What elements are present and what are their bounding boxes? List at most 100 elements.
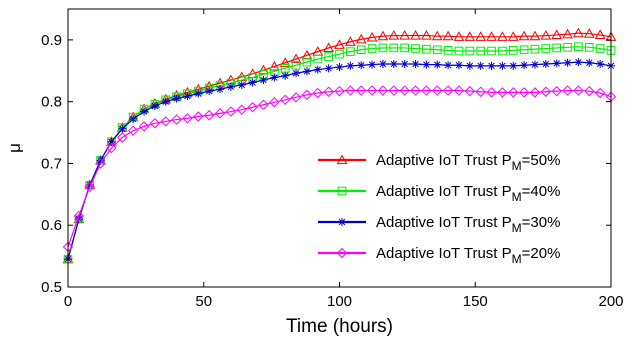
data-point — [214, 108, 226, 119]
data-point — [595, 44, 605, 53]
data-point — [290, 92, 302, 103]
data-point — [357, 61, 366, 70]
data-point — [454, 46, 464, 56]
data-point — [313, 54, 323, 64]
legend-marker — [337, 186, 347, 196]
data-point — [171, 114, 182, 125]
data-point — [301, 89, 313, 101]
data-point — [583, 28, 595, 38]
data-point — [421, 30, 432, 40]
data-point — [73, 210, 85, 222]
data-point — [400, 43, 409, 53]
data-point — [594, 87, 606, 99]
y-tick-label: 0.7 — [41, 155, 62, 172]
data-point — [551, 29, 563, 40]
x-tick-label: 50 — [195, 293, 212, 310]
data-point — [345, 85, 356, 96]
data-point — [411, 59, 420, 69]
legend-marker — [337, 217, 347, 227]
data-point — [498, 46, 507, 56]
data-point — [378, 59, 387, 69]
data-point — [573, 27, 584, 38]
x-axis-label: Time (hours) — [286, 316, 393, 337]
data-point — [399, 85, 410, 96]
data-point — [584, 85, 595, 97]
data-point — [335, 49, 344, 59]
data-point — [346, 61, 355, 70]
data-point — [312, 87, 323, 99]
data-point — [486, 87, 497, 98]
data-point — [422, 44, 431, 54]
data-point — [172, 94, 181, 103]
data-point — [520, 61, 529, 70]
data-point — [433, 60, 442, 69]
data-point — [247, 102, 258, 113]
legend-box — [318, 146, 606, 276]
data-point — [366, 31, 378, 42]
data-point — [377, 85, 389, 96]
data-point — [248, 78, 257, 87]
data-point — [183, 92, 192, 101]
data-point — [475, 86, 486, 97]
x-tick-label: 0 — [64, 293, 72, 310]
data-point — [368, 60, 377, 69]
data-point — [442, 30, 454, 41]
data-point — [356, 45, 366, 55]
data-point — [540, 86, 552, 97]
legend-entry: Adaptive IoT Trust PM=50% — [318, 152, 560, 173]
data-point — [562, 85, 573, 96]
data-point — [530, 44, 540, 54]
data-point — [487, 61, 496, 70]
data-point — [584, 42, 594, 52]
data-point — [410, 30, 421, 40]
data-point — [476, 61, 485, 70]
data-point — [259, 75, 268, 85]
data-point — [529, 30, 541, 41]
data-point — [302, 57, 312, 67]
data-point — [117, 132, 128, 143]
data-point — [149, 118, 161, 129]
data-point — [194, 89, 203, 98]
data-point — [335, 63, 344, 72]
data-point — [323, 86, 334, 97]
data-point — [444, 61, 453, 70]
data-point — [507, 31, 519, 41]
data-point — [487, 46, 496, 56]
data-point — [453, 31, 465, 41]
data-point — [258, 64, 269, 75]
data-point — [160, 116, 171, 127]
data-point — [205, 87, 214, 96]
data-point — [346, 47, 355, 56]
data-point — [292, 69, 301, 78]
data-point — [518, 87, 530, 98]
data-point — [518, 30, 530, 41]
data-point — [422, 60, 431, 69]
data-point — [378, 43, 388, 53]
data-point — [237, 80, 246, 90]
data-point — [399, 30, 411, 40]
data-point — [367, 44, 377, 53]
data-point — [551, 85, 562, 97]
data-point — [138, 121, 150, 132]
data-point — [508, 87, 519, 98]
data-point — [301, 49, 313, 60]
y-tick-label: 0.8 — [41, 94, 62, 111]
legend: Adaptive IoT Trust PM=50% Adaptive IoT Tr… — [318, 146, 606, 276]
data-point — [107, 137, 116, 146]
data-point — [465, 61, 474, 70]
data-point — [226, 82, 235, 91]
y-tick-label: 0.9 — [41, 32, 62, 49]
legend-entry: Adaptive IoT Trust PM=20% — [318, 245, 560, 266]
legend-marker — [336, 247, 348, 259]
data-point — [345, 36, 356, 46]
data-point — [519, 45, 529, 55]
x-tick-label: 200 — [598, 293, 623, 310]
data-point — [563, 58, 572, 67]
data-point — [432, 85, 443, 96]
data-point — [388, 85, 400, 96]
data-point — [366, 85, 378, 96]
data-point — [258, 99, 269, 110]
legend-entry: Adaptive IoT Trust PM=30% — [318, 214, 560, 235]
data-point — [225, 106, 237, 117]
